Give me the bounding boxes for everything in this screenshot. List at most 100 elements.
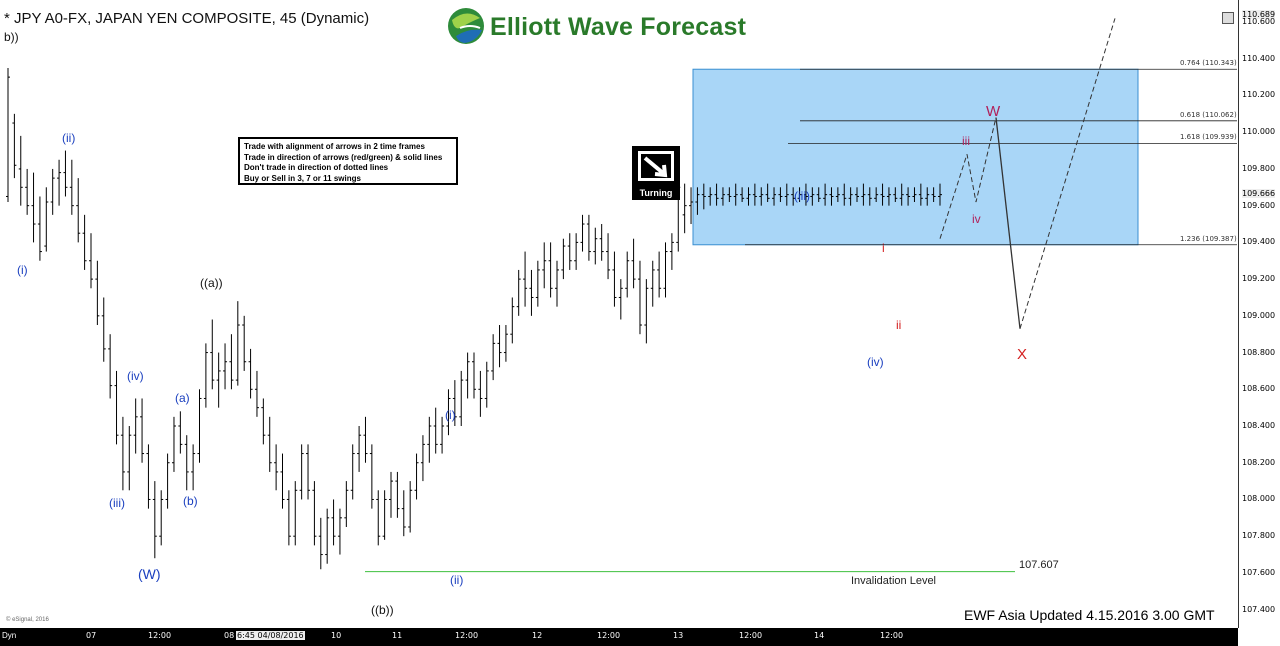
x-tick-label: 11 xyxy=(392,631,403,640)
x-tick-label: 13 xyxy=(673,631,684,640)
fib-label: 1.236 (109.387) xyxy=(1180,234,1237,243)
ohlc-bar xyxy=(286,490,291,546)
ohlc-bar xyxy=(140,398,145,463)
ohlc-bar xyxy=(254,370,259,417)
x-tick-label: 10 xyxy=(331,631,342,640)
wave-label: (iv) xyxy=(127,369,144,384)
ohlc-bar xyxy=(267,416,272,472)
ohlc-bar xyxy=(631,238,636,289)
ohlc-bar xyxy=(516,269,521,316)
ohlc-bar xyxy=(408,481,413,533)
ohlc-bar xyxy=(912,187,917,202)
ohlc-bar xyxy=(325,508,330,564)
ohlc-bar xyxy=(772,187,777,206)
time-axis[interactable]: Dyn 07 12:00 08 6:45 04/08/2016 10 11 12:00 12 1… xyxy=(0,628,1238,646)
ohlc-bar xyxy=(855,187,860,202)
ohlc-bar xyxy=(178,411,183,454)
wave-label: ((a)) xyxy=(200,275,223,290)
ohlc-bar xyxy=(152,481,157,559)
turning-badge: Turning xyxy=(632,146,680,200)
ohlc-bar xyxy=(938,183,942,206)
ohlc-bar xyxy=(395,471,400,518)
ohlc-bar xyxy=(657,251,662,298)
x-tick-label: 12:00 xyxy=(597,631,621,640)
ohlc-bar xyxy=(612,251,617,307)
ohlc-bar xyxy=(714,183,719,206)
ohlc-bar xyxy=(848,187,853,206)
ohlc-bar xyxy=(586,214,591,261)
wave-label: (a) xyxy=(175,391,190,406)
ohlc-bar xyxy=(433,407,438,454)
wave-label: W xyxy=(986,103,1001,121)
wave-label: ii xyxy=(896,318,902,333)
ohlc-bar xyxy=(510,297,515,344)
ohlc-bar xyxy=(312,481,317,546)
ohlc-bar xyxy=(529,269,534,316)
price-chart xyxy=(6,18,1237,573)
ohlc-bar xyxy=(216,352,221,408)
y-tick-label: 109.000 xyxy=(1242,310,1276,320)
ohlc-bar xyxy=(567,233,572,270)
y-tick-label: 108.800 xyxy=(1242,347,1276,357)
ohlc-bar xyxy=(618,279,623,320)
ohlc-bar xyxy=(446,389,451,436)
ohlc-bar xyxy=(293,481,298,546)
ohlc-bar xyxy=(816,187,821,202)
ohlc-bar xyxy=(363,416,368,463)
ohlc-bar xyxy=(829,187,834,206)
ohlc-bar xyxy=(925,187,930,206)
invalidation-label: Invalidation Level xyxy=(851,574,937,587)
ohlc-bar xyxy=(554,260,559,307)
projection-dashed xyxy=(939,117,997,239)
x-tick-label: 12 xyxy=(532,631,543,640)
ohlc-bar xyxy=(708,187,713,206)
ohlc-bar xyxy=(344,481,349,528)
ohlc-bar xyxy=(459,370,464,427)
ohlc-bar xyxy=(759,187,764,206)
maximize-icon[interactable] xyxy=(1222,12,1234,24)
wave-label: (iii) xyxy=(109,496,125,511)
ohlc-bar xyxy=(95,260,100,326)
ohlc-bar xyxy=(318,517,323,570)
ohlc-bar xyxy=(861,183,866,206)
ohlc-bar xyxy=(695,187,700,215)
ohlc-bar xyxy=(369,444,374,509)
update-footer: EWF Asia Updated 4.15.2016 3.00 GMT xyxy=(964,607,1215,623)
ohlc-bar xyxy=(420,435,425,482)
ohlc-bar xyxy=(880,183,885,206)
ohlc-bar xyxy=(235,301,240,386)
ohlc-bar xyxy=(720,187,725,206)
ohlc-bar xyxy=(867,187,872,206)
ohlc-bar xyxy=(906,187,911,206)
ohlc-bar xyxy=(50,168,55,215)
y-tick-label: 109.600 xyxy=(1242,200,1276,210)
ohlc-bar xyxy=(650,260,655,307)
ohlc-bar xyxy=(44,187,49,252)
ohlc-bar xyxy=(886,187,891,206)
price-axis[interactable]: 110.689 110.600 110.400 110.200 110.000 109.8… xyxy=(1239,0,1280,628)
ohlc-bar xyxy=(727,187,732,202)
turning-label: Turning xyxy=(639,188,673,198)
ohlc-bar xyxy=(842,183,847,206)
rule-line: Trade with alignment of arrows in 2 time… xyxy=(244,142,425,151)
wave-label: (iv) xyxy=(867,354,884,369)
interval-label: Dyn xyxy=(2,631,17,640)
ohlc-bar xyxy=(31,172,36,243)
ohlc-bar xyxy=(261,398,266,445)
ohlc-bar xyxy=(382,490,387,540)
rule-line: Trade in direction of arrows (red/green)… xyxy=(244,152,443,162)
y-tick-label: 108.200 xyxy=(1242,457,1276,467)
ohlc-bar xyxy=(210,319,215,390)
ohlc-bar xyxy=(63,150,68,197)
ohlc-bar xyxy=(401,490,406,537)
ohlc-bar xyxy=(427,416,432,463)
ohlc-bar xyxy=(561,238,566,280)
ohlc-bar xyxy=(37,196,42,261)
plot-area[interactable]: * JPY A0-FX, JAPAN YEN COMPOSITE, 45 (Dy… xyxy=(0,0,1239,628)
wave-label: b)) xyxy=(4,29,19,44)
ohlc-bar xyxy=(101,297,106,362)
ohlc-bar xyxy=(280,453,285,509)
ohlc-bar xyxy=(599,224,604,261)
brand-logo: Elliott Wave Forecast xyxy=(444,4,768,46)
wave-label: i xyxy=(882,240,885,255)
